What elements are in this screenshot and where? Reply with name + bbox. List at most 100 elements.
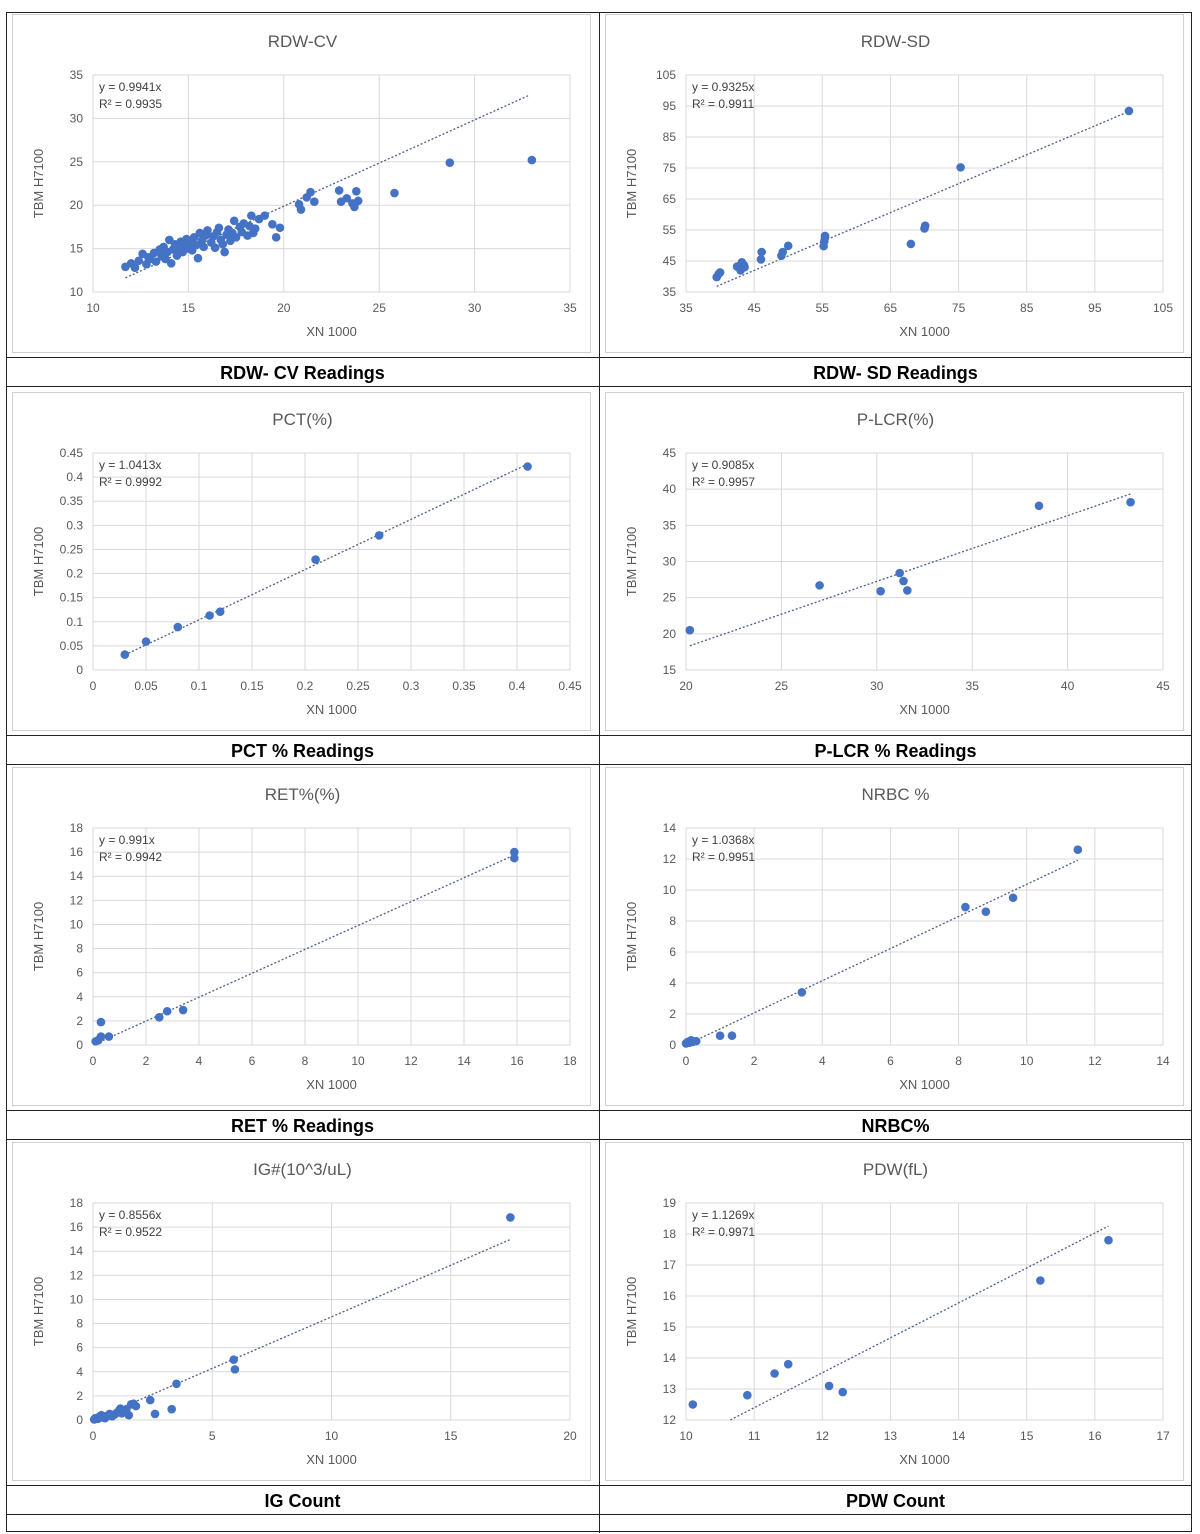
y-axis-label: TBM H7100 (31, 527, 46, 596)
y-tick-label: 35 (70, 68, 84, 82)
r-squared: R² = 0.9957 (692, 475, 755, 489)
data-point (130, 263, 140, 272)
x-tick-label: 0.35 (452, 679, 476, 693)
data-point (229, 1355, 239, 1365)
chart-title: PCT(%) (272, 410, 332, 429)
y-axis-label: TBM H7100 (624, 149, 639, 218)
data-point (1036, 1276, 1045, 1285)
data-point (797, 988, 807, 997)
data-point (342, 193, 352, 203)
data-point (172, 1379, 181, 1389)
scatter-chart-3: PCT(%) 0 0.05 0.1 0.15 0.2 0.25 0.3 0.35 0.4 0.45 0… (31, 410, 582, 717)
chart-frame-5: RET%(%) 0 2 4 6 8 10 12 14 16 18 0 2 4 6 8 10 12 14 16 18 XN … (12, 767, 591, 1106)
y-tick-label: 18 (70, 821, 84, 835)
y-tick-label: 18 (663, 1227, 677, 1241)
data-point (162, 1006, 172, 1016)
y-tick-label: 15 (663, 663, 677, 677)
y-tick-label: 4 (76, 990, 83, 1004)
x-tick-label: 75 (952, 301, 966, 315)
chart-caption: P-LCR % Readings (599, 735, 1192, 765)
data-point (120, 650, 130, 659)
chart-frame-1: RDW-CV 10 15 20 25 30 35 10 15 20 25 30 35 XN 1000 TBM… (12, 14, 591, 353)
y-tick-label: 10 (663, 883, 677, 897)
y-tick-label: 15 (663, 1320, 677, 1334)
x-tick-label: 0.1 (191, 679, 208, 693)
data-point (715, 1031, 725, 1040)
y-tick-label: 4 (669, 976, 676, 990)
y-tick-label: 25 (70, 155, 84, 169)
y-tick-label: 16 (663, 1289, 677, 1303)
y-tick-label: 65 (663, 192, 677, 206)
data-point (134, 256, 144, 266)
data-point (523, 462, 532, 471)
trendline (685, 859, 1079, 1046)
x-tick-label: 30 (870, 679, 884, 693)
chart-caption: IG Count (6, 1485, 599, 1515)
data-point (131, 1401, 141, 1411)
y-tick-label: 0.3 (66, 518, 83, 532)
data-point (778, 247, 788, 257)
data-point (510, 853, 519, 863)
y-axis-label: TBM H7100 (31, 149, 46, 218)
x-tick-label: 45 (1156, 679, 1170, 693)
y-tick-label: 0 (76, 663, 83, 677)
x-tick-label: 95 (1088, 301, 1102, 315)
y-tick-label: 2 (669, 1007, 676, 1021)
data-point (510, 847, 519, 857)
data-point (150, 1409, 160, 1419)
y-tick-label: 10 (70, 917, 84, 931)
y-tick-label: 12 (70, 893, 84, 907)
y-tick-label: 12 (663, 852, 677, 866)
data-point (956, 163, 965, 172)
x-axis-label: XN 1000 (306, 1452, 357, 1467)
r-squared: R² = 0.9951 (692, 850, 755, 864)
x-tick-label: 2 (751, 1054, 758, 1068)
y-tick-label: 2 (76, 1014, 83, 1028)
x-tick-label: 15 (444, 1429, 458, 1443)
y-tick-label: 55 (663, 223, 677, 237)
data-point (220, 247, 229, 257)
y-tick-label: 75 (663, 161, 677, 175)
y-tick-label: 18 (70, 1196, 84, 1210)
data-point (899, 576, 908, 586)
y-tick-label: 17 (663, 1258, 677, 1272)
y-tick-label: 45 (663, 254, 677, 268)
x-tick-label: 105 (1153, 301, 1173, 315)
x-tick-label: 11 (748, 1429, 761, 1443)
data-point (390, 188, 399, 198)
y-tick-label: 45 (663, 446, 677, 460)
y-tick-label: 14 (70, 1244, 84, 1258)
y-tick-label: 30 (663, 555, 677, 569)
y-tick-label: 14 (70, 869, 84, 883)
scatter-chart-5: RET%(%) 0 2 4 6 8 10 12 14 16 18 0 2 4 6 8 10 12 14 16 18 XN … (31, 785, 577, 1092)
x-tick-label: 25 (373, 301, 387, 315)
trendline (729, 1225, 1109, 1421)
y-tick-label: 15 (70, 242, 84, 256)
data-point (688, 1400, 698, 1409)
chart-title: NRBC % (861, 785, 929, 804)
data-point (218, 239, 228, 249)
x-tick-label: 20 (277, 301, 291, 315)
r-squared: R² = 0.9522 (99, 1225, 162, 1239)
chart-title: RDW-CV (268, 32, 338, 51)
y-axis-label: TBM H7100 (31, 902, 46, 971)
trend-equation: y = 1.0368x (692, 833, 754, 847)
data-point (815, 581, 824, 590)
chart-title: IG#(10^3/uL) (253, 1160, 352, 1179)
x-tick-label: 12 (816, 1429, 830, 1443)
x-tick-label: 25 (775, 679, 789, 693)
y-tick-label: 30 (70, 111, 84, 125)
x-axis-label: XN 1000 (899, 1077, 950, 1092)
r-squared: R² = 0.9911 (692, 97, 754, 111)
data-point (374, 531, 384, 540)
x-tick-label: 13 (884, 1429, 898, 1443)
chart-caption: NRBC% (599, 1110, 1192, 1140)
x-tick-label: 85 (1020, 301, 1034, 315)
data-point (124, 1410, 134, 1420)
data-point (334, 186, 344, 195)
chart-title: RDW-SD (861, 32, 931, 51)
x-tick-label: 0.15 (240, 679, 264, 693)
x-tick-label: 2 (143, 1054, 150, 1068)
chart-frame-2: RDW-SD 35 45 55 65 75 85 95 105 35 45 55 65 75 85 95 105… (605, 14, 1184, 353)
chart-frame-7: IG#(10^3/uL) 0 2 4 6 8 10 12 14 16 18 0 5 10 15 20 XN 10… (12, 1142, 591, 1481)
